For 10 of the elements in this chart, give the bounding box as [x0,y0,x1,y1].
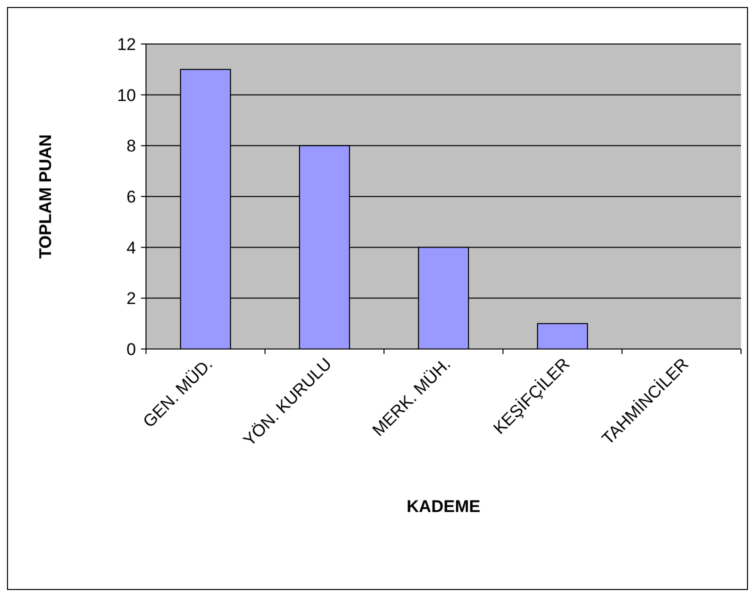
x-axis-title: KADEME [406,497,480,516]
y-axis-title: TOPLAM PUAN [36,134,55,259]
y-tick-label: 0 [126,340,136,359]
y-tick-label: 6 [126,187,136,206]
y-tick-label: 8 [126,136,136,156]
bar [537,323,588,350]
y-tick-label: 10 [117,86,136,105]
y-tick-label: 4 [126,238,136,258]
y-tick-label: 12 [117,34,136,54]
y-tick-label: 2 [126,289,136,308]
